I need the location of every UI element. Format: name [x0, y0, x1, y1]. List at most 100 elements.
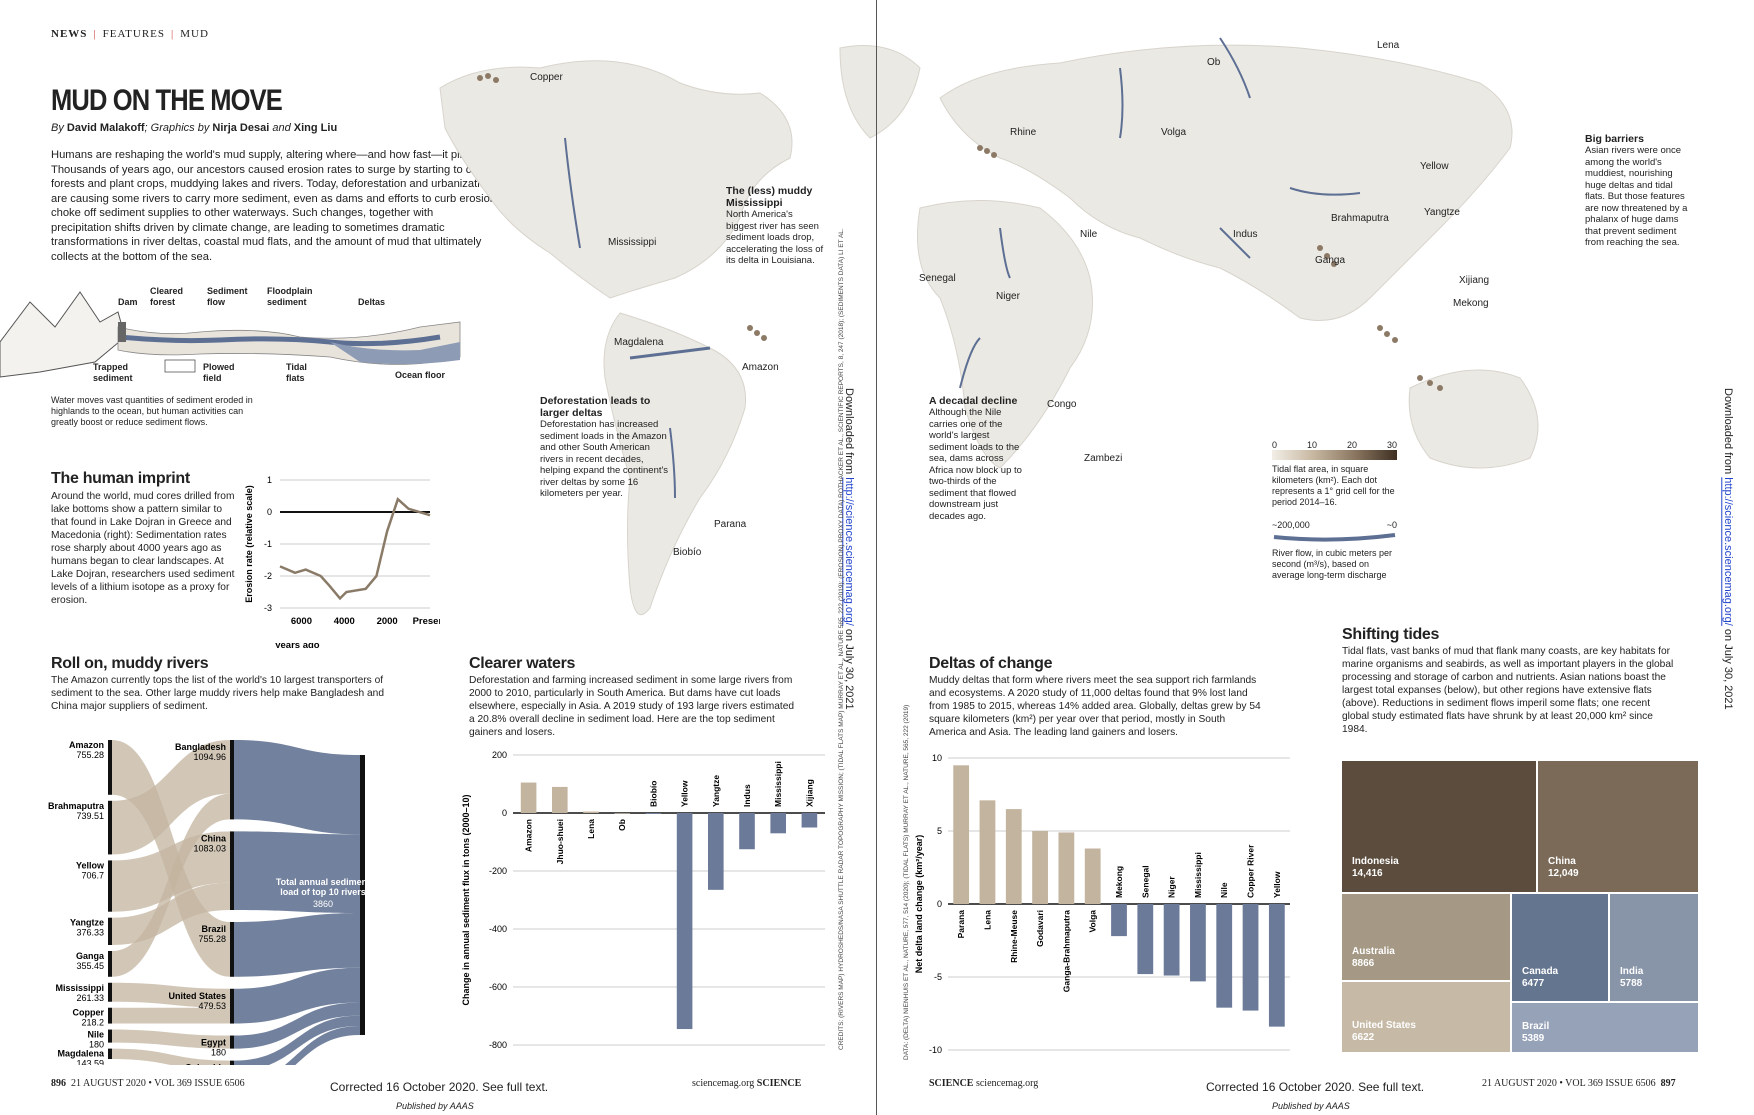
total-node: [360, 755, 365, 1035]
bar: [708, 813, 724, 890]
tides-title: Shifting tides: [1342, 626, 1440, 643]
river-node: [108, 860, 112, 912]
river-label: Volga: [1161, 127, 1187, 138]
total-label-line2: load of top 10 rivers: [280, 887, 366, 897]
category-label: Lena: [982, 910, 992, 930]
y-tick-label: -2: [264, 571, 272, 581]
bar: [645, 813, 662, 814]
river-label: Yangtze: [1424, 207, 1460, 218]
river-label: Yangtze: [70, 918, 104, 928]
x-tick-label: 2000: [377, 616, 398, 627]
river-node: [108, 740, 112, 795]
y-tick-label: 10: [932, 753, 942, 763]
river-node: [108, 1007, 112, 1024]
download-notice-left: Downloaded from http://science.sciencema…: [843, 388, 855, 710]
category-label: Senegal: [1140, 865, 1150, 898]
byline: By David Malakoff; Graphics by Nirja Des…: [51, 122, 338, 134]
sankey-flow-river: [112, 1029, 230, 1049]
label-plowed: Plowed field: [203, 362, 235, 383]
clearer-waters-bar-chart: 200 0 -200 -400 -600 -800 Change in annual sed…: [461, 750, 825, 1050]
bar: [1268, 904, 1285, 1027]
bar: [979, 800, 996, 904]
nav-features[interactable]: FEATURES: [102, 28, 166, 40]
river-label: Magdalena: [57, 1049, 105, 1059]
bar: [1058, 832, 1075, 904]
treemap-cell-united-states: United States 6622: [1341, 981, 1511, 1053]
category-label: Indus: [742, 784, 752, 807]
river-node: [108, 1029, 112, 1043]
footer-left: 896 21 AUGUST 2020 • VOL 369 ISSUE 6506: [51, 1078, 245, 1089]
intro-text: Humans are reshaping the world's mud sup…: [51, 149, 497, 263]
x-tick-label: 6000: [291, 616, 312, 627]
label-tidal: Tidal flats: [286, 362, 307, 383]
bar: [614, 813, 630, 814]
river-node: [108, 800, 112, 855]
river-value: 739.51: [76, 811, 104, 821]
label-floodplain: Floodplain sediment: [267, 286, 313, 307]
sediment-diagram: Dam Cleared forest Sediment flow Floodpl…: [0, 282, 480, 392]
correction-right[interactable]: Corrected 16 October 2020. See full text…: [1206, 1080, 1425, 1094]
treemap-cell-australia: Australia 8866: [1341, 893, 1511, 981]
sankey-flow-country: [234, 967, 360, 1024]
correction-left[interactable]: Corrected 16 October 2020. See full text…: [330, 1080, 549, 1094]
category-label: Biobío: [648, 781, 658, 807]
tidal-treemap: Indonesia 14,416 China 12,049 Australia 886…: [1341, 760, 1699, 1053]
total-value: 3860: [313, 899, 333, 909]
river-label: Mississippi: [55, 983, 104, 993]
sankey-flow-country: [234, 912, 360, 977]
country-value: 755.28: [198, 934, 226, 944]
sankey-flow-river: [112, 831, 230, 912]
country-value: 180: [211, 1048, 226, 1058]
bar: [676, 813, 693, 1030]
label-sediment-flow: Sediment flow: [207, 286, 248, 307]
dam-icon: [118, 322, 126, 342]
sankey-flow-country: [234, 1015, 360, 1065]
bar: [1216, 904, 1233, 1008]
river-label: Ganga: [76, 951, 105, 961]
category-label: Copper River: [1246, 844, 1256, 898]
bar: [520, 782, 537, 813]
river-node: [108, 982, 112, 1002]
category-label: Lena: [586, 819, 596, 839]
sankey-flow-river: [112, 740, 230, 855]
country-label: China: [201, 833, 227, 843]
river-label: Copper: [530, 72, 563, 83]
country-label: Egypt: [201, 1038, 226, 1048]
river-value: 376.33: [76, 928, 104, 938]
category-label: Mississippi: [1193, 852, 1203, 898]
river-label: Brahmaputra: [48, 801, 105, 811]
river-label: Parana: [714, 519, 747, 530]
bar: [1163, 904, 1180, 976]
erosion-series-line: [279, 497, 431, 601]
download-link[interactable]: http://science.sciencemag.org/: [1722, 477, 1734, 626]
label-ocean-floor: Ocean floor: [395, 370, 446, 380]
nav-news[interactable]: NEWS: [51, 28, 88, 40]
country-node: [230, 921, 234, 977]
footer-right: 21 AUGUST 2020 • VOL 369 ISSUE 6506 897: [1482, 1078, 1676, 1089]
river-label: Niger: [996, 291, 1020, 302]
category-label: Godavari: [1035, 910, 1045, 947]
download-link[interactable]: http://science.sciencemag.org/: [843, 477, 855, 626]
river-node: [108, 917, 112, 945]
river-label: Nile: [87, 1030, 104, 1040]
treemap-cell-indonesia: Indonesia 14,416: [1341, 760, 1537, 893]
treemap-cell-brazil: Brazil 5389: [1511, 1002, 1699, 1053]
river-value: 143.59: [76, 1059, 104, 1065]
country-node: [230, 831, 234, 910]
y-axis-label: Erosion rate (relative scale): [244, 485, 254, 603]
bar: [770, 813, 786, 834]
category-label: Nile: [1219, 882, 1229, 898]
deltas-text: Muddy deltas that form where rivers meet…: [929, 675, 1261, 738]
category-label: Xijiang: [804, 779, 814, 807]
landscape-illustration: [0, 291, 461, 378]
label-deltas: Deltas: [358, 297, 386, 307]
y-tick-label: -3: [264, 603, 272, 613]
label-dam: Dam: [118, 297, 138, 307]
label-trapped: Trapped sediment: [93, 362, 133, 383]
category-label: Ganga-Brahmaputra: [1061, 910, 1071, 992]
nav-mud[interactable]: MUD: [180, 28, 209, 40]
total-label-line1: Total annual sediment: [276, 877, 370, 887]
legend-gradient: [1272, 450, 1397, 460]
river-label: Congo: [1047, 399, 1077, 410]
river-label: Amazon: [69, 740, 104, 750]
